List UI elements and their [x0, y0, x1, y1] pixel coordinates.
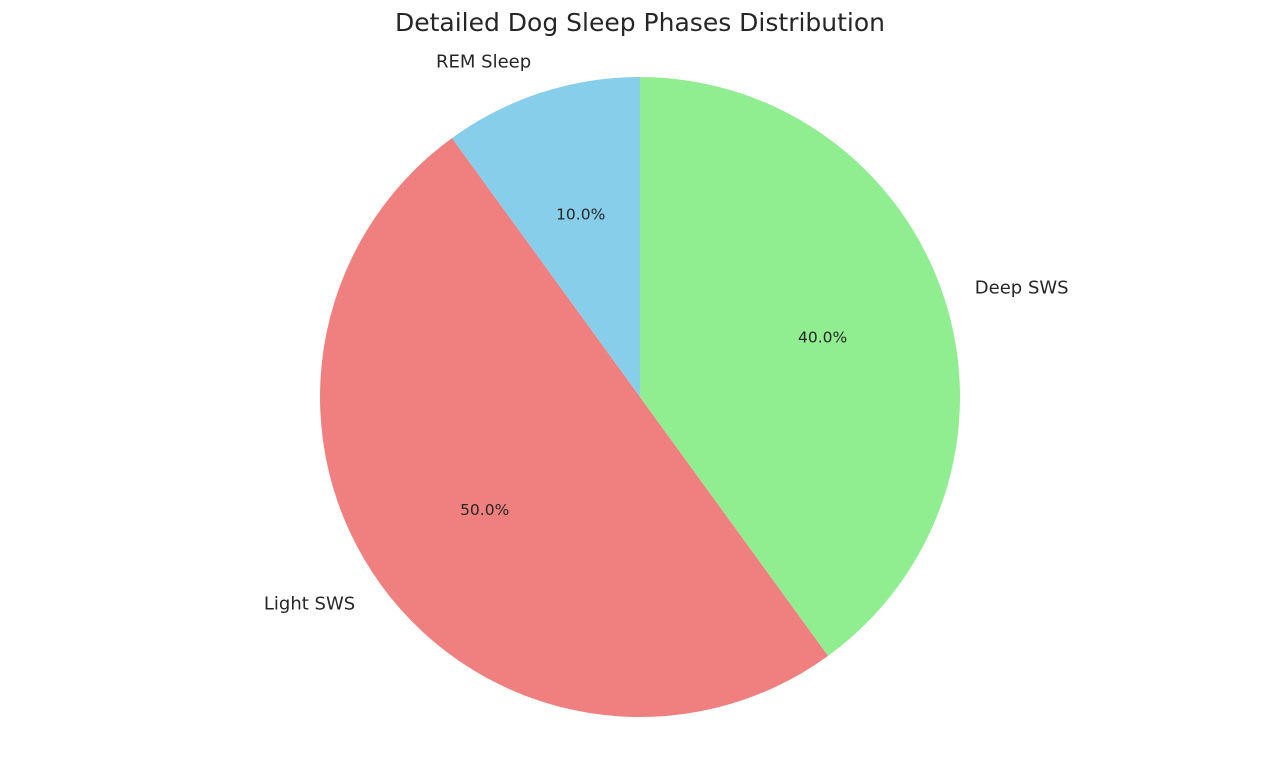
slice-label-deep-sws: Deep SWS	[975, 278, 1069, 299]
slice-label-light-sws: Light SWS	[264, 593, 355, 614]
percent-label-rem-sleep: 10.0%	[556, 205, 605, 223]
pie-slice-rem-sleep	[451, 77, 640, 397]
percent-label-deep-sws: 40.0%	[798, 329, 847, 347]
pie-slice-light-sws	[319, 138, 829, 718]
pie-slice-deep-sws	[640, 77, 961, 656]
percent-label-light-sws: 50.0%	[460, 501, 509, 519]
chart-title: Detailed Dog Sleep Phases Distribution	[394, 8, 886, 37]
slice-label-rem-sleep: REM Sleep	[436, 52, 531, 73]
